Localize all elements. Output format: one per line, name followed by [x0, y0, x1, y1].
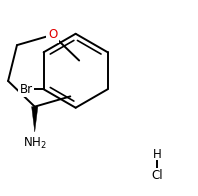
Text: Br: Br [19, 83, 32, 96]
Polygon shape [32, 107, 38, 132]
Text: H: H [153, 148, 162, 161]
Text: NH$_2$: NH$_2$ [23, 136, 47, 151]
Text: O: O [48, 28, 57, 41]
Text: Cl: Cl [152, 169, 163, 182]
